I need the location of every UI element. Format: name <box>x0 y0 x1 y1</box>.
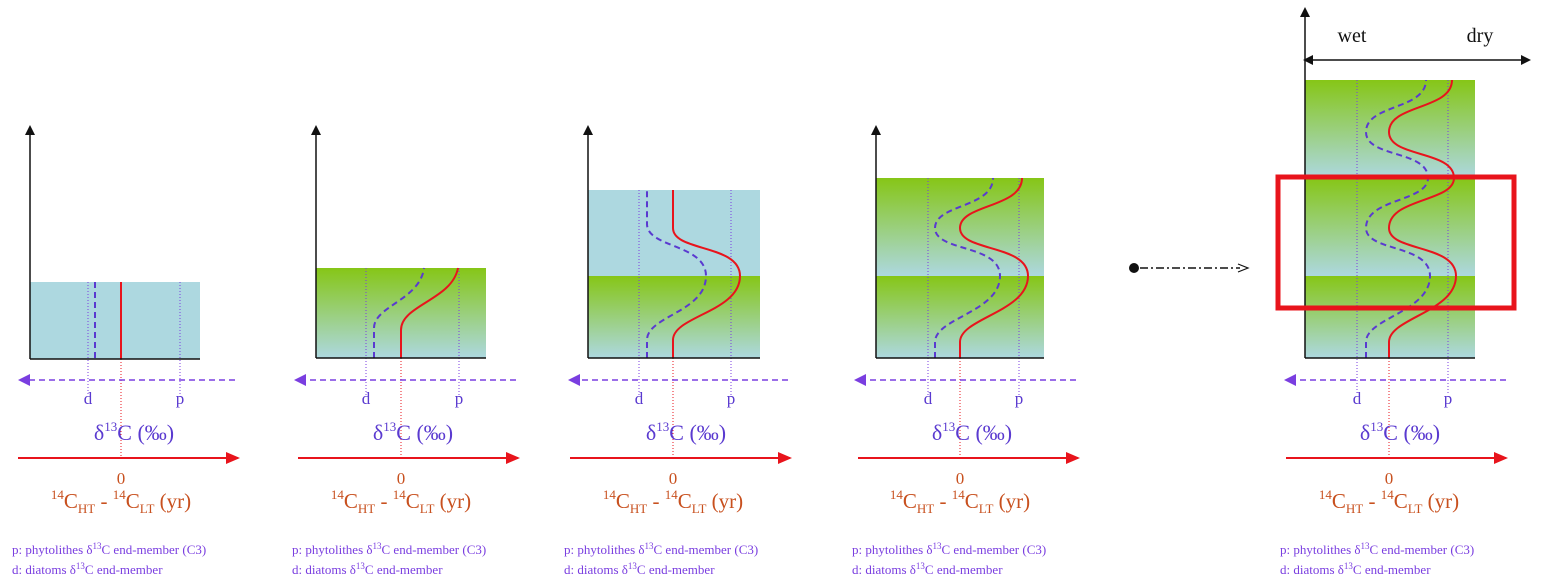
diatom-curve <box>1364 79 1432 358</box>
wet-band <box>30 282 200 359</box>
d-label: d <box>362 389 371 408</box>
delta-axis-label: δ13C (‰) <box>932 419 1012 445</box>
legend-p: p: phytolithes δ13C end-member (C3) <box>292 541 486 557</box>
legend-p: p: phytolithes δ13C end-member (C3) <box>12 541 206 557</box>
legend-p: p: phytolithes δ13C end-member (C3) <box>852 541 1046 557</box>
zero-label: 0 <box>669 469 678 488</box>
delta-axis-label: δ13C (‰) <box>1360 419 1440 445</box>
c14-axis-label: 14CHT - 14CLT (yr) <box>51 487 191 516</box>
c14-curve <box>400 267 459 358</box>
p-label: p <box>1015 389 1024 408</box>
p-label: p <box>176 389 185 408</box>
c14-axis-label: 14CHT - 14CLT (yr) <box>331 487 471 516</box>
diatom-curve <box>933 177 1002 358</box>
legend-d: d: diatoms δ13C end-member <box>1280 561 1431 577</box>
p-label: p <box>1444 389 1453 408</box>
c14-axis-label: 14CHT - 14CLT (yr) <box>1319 487 1459 516</box>
panel-5: wet dry d p δ13C (‰) 0 14CHT - 14CLT (yr… <box>1275 7 1531 577</box>
panel-1: d p δ13C (‰) 0 14CHT - 14CLT (yr) p: phy… <box>12 125 240 577</box>
panel-2: d p δ13C (‰) 0 14CHT - 14CLT (yr) p: phy… <box>292 125 520 577</box>
zero-label: 0 <box>1385 469 1394 488</box>
zero-label: 0 <box>397 469 406 488</box>
d-label: d <box>84 389 93 408</box>
legend-d: d: diatoms δ13C end-member <box>12 561 163 577</box>
diatom-curve <box>373 267 425 358</box>
zero-label: 0 <box>117 469 126 488</box>
d-label: d <box>1353 389 1362 408</box>
panel-3: d p δ13C (‰) 0 14CHT - 14CLT (yr) p: phy… <box>564 125 792 577</box>
diatom-curve <box>646 190 708 358</box>
wet-label: wet <box>1338 25 1367 47</box>
legend-d: d: diatoms δ13C end-member <box>852 561 1003 577</box>
panel-4: d p δ13C (‰) 0 14CHT - 14CLT (yr) p: phy… <box>852 125 1080 577</box>
legend-d: d: diatoms δ13C end-member <box>564 561 715 577</box>
continuation-dot <box>1129 263 1139 273</box>
p-label: p <box>455 389 464 408</box>
delta-axis-label: δ13C (‰) <box>646 419 726 445</box>
c14-axis-label: 14CHT - 14CLT (yr) <box>603 487 743 516</box>
legend-d: d: diatoms δ13C end-member <box>292 561 443 577</box>
highlight-box <box>1275 174 1517 311</box>
legend-p: p: phytolithes δ13C end-member (C3) <box>564 541 758 557</box>
d-label: d <box>635 389 644 408</box>
delta-axis-label: δ13C (‰) <box>373 419 453 445</box>
p-label: p <box>727 389 736 408</box>
zero-label: 0 <box>956 469 965 488</box>
legend-p: p: phytolithes δ13C end-member (C3) <box>1280 541 1474 557</box>
c14-curve <box>958 177 1030 358</box>
delta-axis-label: δ13C (‰) <box>94 419 174 445</box>
c14-curve <box>672 190 742 358</box>
dry-label: dry <box>1467 25 1494 47</box>
c14-axis-label: 14CHT - 14CLT (yr) <box>890 487 1030 516</box>
d-label: d <box>924 389 933 408</box>
continuation-arrowhead <box>1237 263 1250 273</box>
c14-curve <box>1387 79 1458 358</box>
continuation-arrow <box>1129 263 1250 273</box>
